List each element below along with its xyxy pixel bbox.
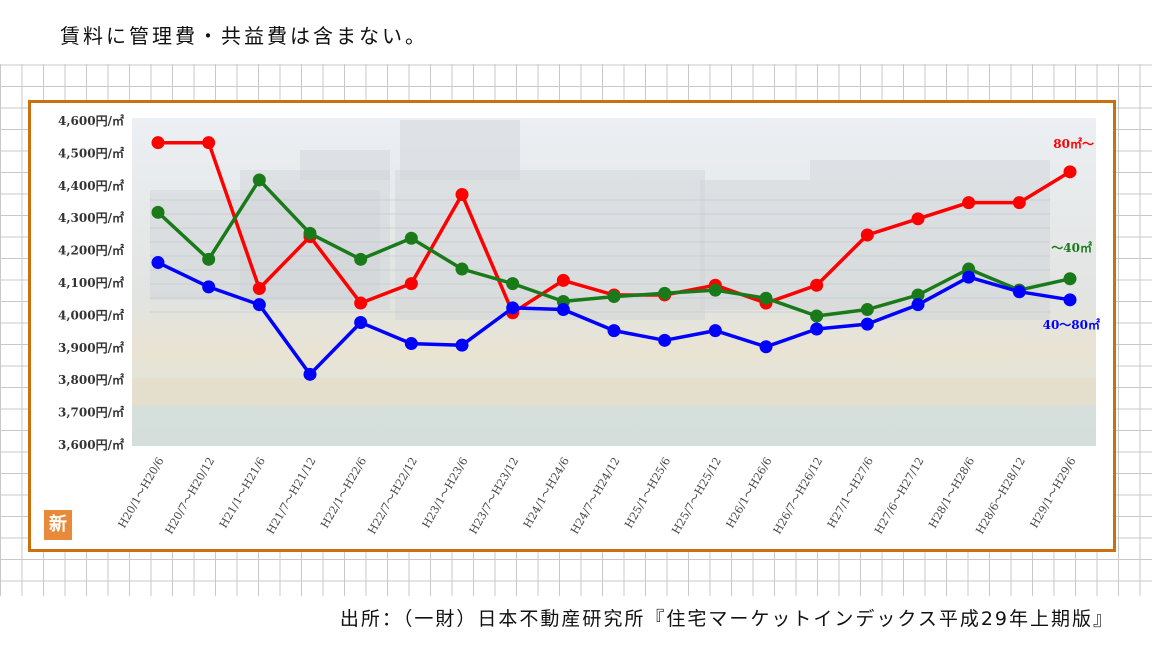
rent-note: 賃料に管理費・共益費は含まない。 bbox=[60, 24, 428, 48]
data-point-small bbox=[607, 290, 621, 304]
y-axis: 4,600円/㎡ 4,500円/㎡ 4,400円/㎡ 4,300円/㎡ 4,200円/㎡… bbox=[58, 113, 124, 452]
y-tick-label: 3,800円/㎡ bbox=[58, 372, 124, 387]
data-point-medium bbox=[759, 340, 773, 354]
data-point-large bbox=[1012, 196, 1026, 210]
data-point-small bbox=[404, 231, 418, 245]
note-band bbox=[0, 0, 1152, 64]
series-label-large: 80㎡～ bbox=[1053, 136, 1094, 151]
data-point-medium bbox=[962, 270, 976, 284]
data-point-small bbox=[1063, 272, 1077, 286]
x-tick-label: H27/6～H27/12 bbox=[872, 455, 927, 536]
x-tick-label: H26/1～H26/6 bbox=[724, 455, 775, 530]
data-point-small bbox=[303, 226, 317, 240]
y-tick-label: 4,200円/㎡ bbox=[58, 243, 124, 258]
data-point-medium bbox=[151, 256, 165, 270]
series-small bbox=[151, 173, 1077, 323]
x-tick-label: H24/1～H24/6 bbox=[521, 455, 572, 530]
data-point-medium bbox=[1012, 285, 1026, 299]
new-badge: 新 bbox=[44, 510, 72, 540]
data-point-small bbox=[658, 286, 672, 300]
data-point-large bbox=[556, 273, 570, 287]
data-point-large bbox=[404, 277, 418, 291]
data-point-medium bbox=[506, 301, 520, 315]
data-point-large bbox=[252, 281, 266, 295]
data-point-large bbox=[151, 136, 165, 150]
x-tick-label: H24/7～H24/12 bbox=[568, 455, 623, 536]
x-tick-label: H22/1～H22/6 bbox=[318, 455, 369, 530]
y-tick-label: 4,500円/㎡ bbox=[58, 145, 124, 160]
data-point-medium bbox=[404, 337, 418, 351]
data-point-medium bbox=[354, 316, 368, 329]
data-point-medium bbox=[303, 367, 317, 381]
data-point-medium bbox=[455, 338, 469, 352]
data-point-small bbox=[759, 291, 773, 305]
data-point-medium bbox=[911, 298, 925, 312]
data-point-small bbox=[911, 288, 925, 302]
source-band bbox=[0, 596, 1152, 648]
x-tick-label: H28/6～H28/12 bbox=[973, 455, 1028, 536]
y-tick-label: 4,100円/㎡ bbox=[58, 275, 124, 290]
data-point-medium bbox=[658, 333, 672, 347]
y-tick-label: 3,700円/㎡ bbox=[58, 405, 124, 420]
data-point-small bbox=[455, 262, 469, 276]
plot-background-photo bbox=[132, 118, 1096, 446]
data-point-large bbox=[1063, 165, 1077, 179]
bg-beach bbox=[132, 378, 1096, 406]
data-point-small bbox=[354, 252, 368, 266]
series-label-medium: 40～80㎡ bbox=[1043, 317, 1100, 332]
data-point-large bbox=[911, 212, 925, 226]
series-labels: 80㎡～ ～40㎡ 40～80㎡ bbox=[1043, 136, 1100, 332]
x-tick-label: H29/1～H29/6 bbox=[1028, 455, 1079, 530]
data-point-small bbox=[151, 205, 165, 219]
data-point-medium bbox=[708, 324, 722, 338]
data-point-small bbox=[202, 252, 216, 266]
data-point-medium bbox=[252, 298, 266, 312]
data-point-large bbox=[354, 296, 368, 310]
x-tick-label: H21/1～H21/6 bbox=[217, 455, 268, 530]
y-tick-label: 4,600円/㎡ bbox=[58, 113, 124, 128]
x-tick-label: H26/7～H26/12 bbox=[771, 455, 826, 536]
x-tick-label: H27/1～H27/6 bbox=[825, 455, 876, 530]
data-point-medium bbox=[1063, 293, 1077, 307]
data-point-medium bbox=[202, 280, 216, 294]
y-tick-label: 3,900円/㎡ bbox=[58, 340, 124, 355]
x-tick-label: H23/7～H23/12 bbox=[467, 455, 522, 536]
x-tick-label: H22/7～H22/12 bbox=[365, 455, 420, 536]
y-tick-label: 4,300円/㎡ bbox=[58, 210, 124, 225]
y-tick-label: 4,400円/㎡ bbox=[58, 178, 124, 193]
x-tick-label: H21/7～H21/12 bbox=[264, 455, 319, 536]
data-point-small bbox=[810, 309, 824, 323]
x-tick-label: H23/1～H23/6 bbox=[420, 455, 471, 530]
source-credit: 出所：（一財）日本不動産研究所『住宅マーケットインデックス平成29年上期版』 bbox=[339, 608, 1114, 630]
data-point-medium bbox=[607, 324, 621, 338]
bg-building bbox=[300, 150, 390, 180]
bg-building bbox=[810, 160, 1050, 320]
data-point-small bbox=[252, 173, 266, 187]
y-tick-label: 4,000円/㎡ bbox=[58, 307, 124, 322]
data-point-small bbox=[506, 277, 520, 291]
x-tick-label: H25/1～H25/6 bbox=[622, 455, 673, 530]
data-point-large bbox=[810, 278, 824, 292]
data-point-medium bbox=[556, 303, 570, 317]
bg-building bbox=[400, 120, 520, 180]
data-point-medium bbox=[810, 322, 824, 336]
x-tick-label: H20/1～H20/6 bbox=[116, 455, 167, 530]
series-medium bbox=[151, 256, 1077, 381]
y-tick-label: 3,600円/㎡ bbox=[58, 437, 124, 452]
x-tick-label: H25/7～H25/12 bbox=[669, 455, 724, 536]
data-point-small bbox=[860, 303, 874, 317]
series-label-small: ～40㎡ bbox=[1051, 240, 1092, 255]
bg-water bbox=[132, 406, 1096, 446]
data-point-medium bbox=[860, 317, 874, 331]
data-point-large bbox=[860, 228, 874, 242]
series-layer bbox=[151, 136, 1077, 381]
data-point-large bbox=[202, 136, 216, 150]
data-point-small bbox=[708, 283, 722, 297]
x-tick-label: H28/1～H28/6 bbox=[926, 455, 977, 530]
x-tick-label: H20/7～H20/12 bbox=[163, 455, 218, 536]
data-point-large bbox=[962, 196, 976, 210]
data-point-large bbox=[455, 188, 469, 202]
